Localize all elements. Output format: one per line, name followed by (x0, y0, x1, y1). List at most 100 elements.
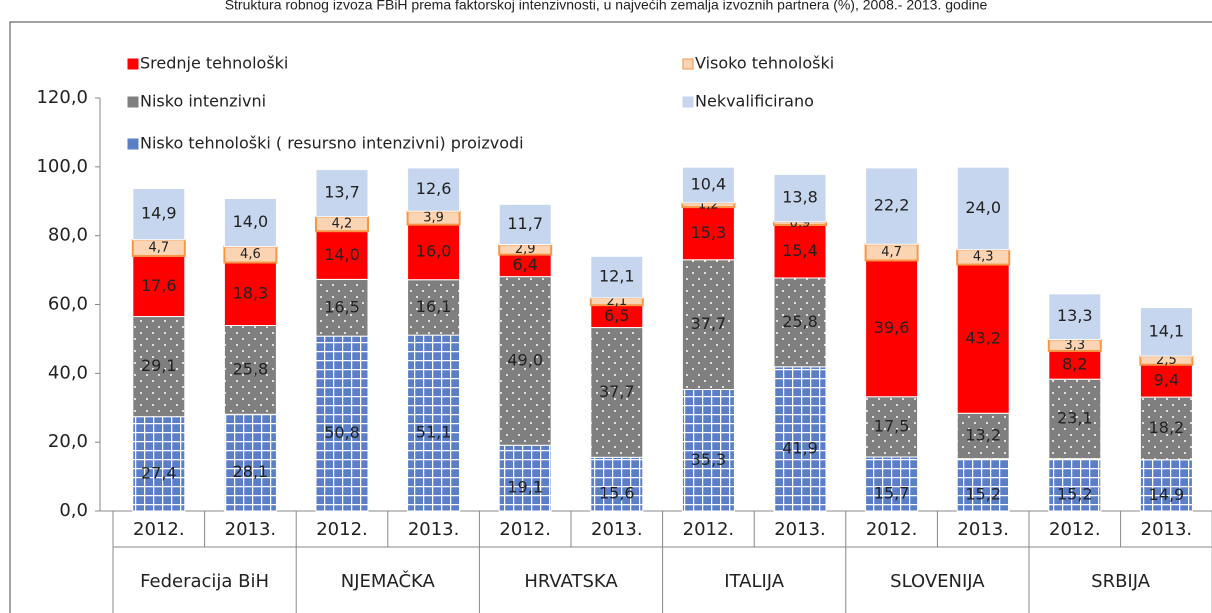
bar-texture (774, 366, 826, 511)
bar-texture (682, 259, 735, 390)
bar-texture (407, 279, 460, 336)
value-label: 16,1 (416, 297, 452, 316)
bar-texture (1140, 397, 1193, 460)
bar-texture (316, 336, 368, 511)
value-label: 28,1 (233, 462, 269, 481)
bar-texture (865, 456, 918, 511)
value-label: 4,7 (881, 245, 902, 260)
x-tick-label: 2012. (1049, 519, 1101, 540)
x-tick-label: 2013. (408, 519, 460, 540)
value-label: 15,4 (782, 241, 818, 260)
bar-texture (590, 457, 643, 511)
y-tick-label: 80,0 (48, 225, 88, 246)
value-label: 16,5 (324, 297, 360, 316)
bar-texture (499, 445, 552, 511)
value-label: 49,0 (507, 350, 543, 369)
bar-segment (773, 224, 827, 279)
bar-texture (407, 335, 460, 511)
bar-segment (407, 167, 461, 212)
value-label: 37,7 (691, 314, 727, 333)
value-label: 4,3 (973, 250, 994, 265)
legend-label: Nisko intenzivni (140, 92, 266, 111)
value-label: 51,1 (416, 423, 452, 442)
bar-segment (132, 255, 186, 318)
x-tick-label: 2012. (866, 519, 918, 540)
value-label: 13,3 (1057, 306, 1093, 325)
value-label: 6,4 (512, 255, 537, 274)
bar-segment (956, 166, 1010, 251)
y-tick-label: 120,0 (36, 87, 88, 108)
bar-texture (132, 416, 185, 511)
value-label: 18,2 (1149, 418, 1185, 437)
bar-segment (590, 255, 644, 299)
bar-segment (407, 224, 461, 281)
value-label: 2,9 (515, 242, 536, 257)
value-label: 3,3 (1064, 338, 1085, 353)
bar-segment (223, 262, 277, 326)
x-tick-label: 2013. (774, 519, 826, 540)
bar-segment (1139, 307, 1193, 357)
value-label: 25,8 (233, 359, 269, 378)
value-label: 15,2 (1057, 484, 1093, 503)
bar-texture (224, 414, 277, 511)
chart-title: Struktura robnog izvoza FBiH prema fakto… (225, 0, 988, 13)
value-label: 4,2 (332, 216, 353, 231)
value-label: 15,6 (599, 484, 635, 503)
value-label: 3,9 (423, 210, 444, 225)
bar-segment (681, 166, 735, 204)
x-tick-label: 2013. (957, 519, 1009, 540)
value-label: 15,7 (874, 483, 910, 502)
x-tick-label: 2013. (591, 519, 643, 540)
value-label: 2,5 (1156, 353, 1177, 368)
y-tick-label: 20,0 (48, 431, 88, 452)
value-label: 15,2 (965, 484, 1001, 503)
value-label: 14,0 (324, 245, 360, 264)
bar-segment (1139, 364, 1193, 398)
value-label: 13,2 (965, 425, 1001, 444)
legend-swatch (127, 58, 139, 70)
value-label: 35,3 (691, 450, 727, 469)
bar-texture (1048, 458, 1101, 511)
bar-texture (865, 396, 918, 457)
x-tick-label: 2012. (683, 519, 735, 540)
legend-label: Visoko tehnološki (695, 54, 834, 73)
x-tick-label: 2012. (133, 519, 185, 540)
value-label: 18,3 (233, 284, 269, 303)
legend-swatch (127, 96, 139, 108)
value-label: 13,7 (324, 183, 360, 202)
bar-texture (957, 458, 1010, 511)
group-label: HRVATSKA (524, 571, 618, 592)
legend-swatch (682, 58, 694, 70)
legend-label: Nekvalificirano (695, 92, 814, 111)
group-label: SRBIJA (1091, 571, 1151, 592)
value-label: 10,4 (691, 175, 727, 194)
value-label: 19,1 (507, 478, 543, 497)
value-label: 24,0 (965, 198, 1001, 217)
bar-segment (865, 167, 919, 245)
value-label: 37,7 (599, 382, 635, 401)
bar-segment (681, 206, 735, 261)
value-label: 4,7 (148, 240, 169, 255)
value-label: 9,4 (1154, 370, 1179, 389)
bar-segment (315, 230, 369, 280)
bar-segment (865, 259, 919, 398)
value-label: 14,1 (1149, 321, 1185, 340)
value-label: 50,8 (324, 423, 360, 442)
bar-texture (316, 279, 368, 337)
bar-texture (774, 277, 826, 367)
value-label: 41,9 (782, 438, 818, 457)
value-label: 14,0 (233, 212, 269, 231)
value-label: 16,0 (416, 242, 452, 261)
bar-texture (1140, 459, 1193, 511)
bar-texture (957, 413, 1010, 459)
legend-label: Srednje tehnološki (140, 54, 288, 73)
bar-segment (223, 197, 277, 248)
y-tick-label: 0,0 (59, 500, 88, 521)
value-label: 25,8 (782, 312, 818, 331)
value-label: 39,6 (874, 318, 910, 337)
bar-segment (315, 169, 369, 218)
bar-texture (224, 325, 277, 415)
value-label: 12,1 (599, 267, 635, 286)
chart-border (9, 21, 1212, 613)
